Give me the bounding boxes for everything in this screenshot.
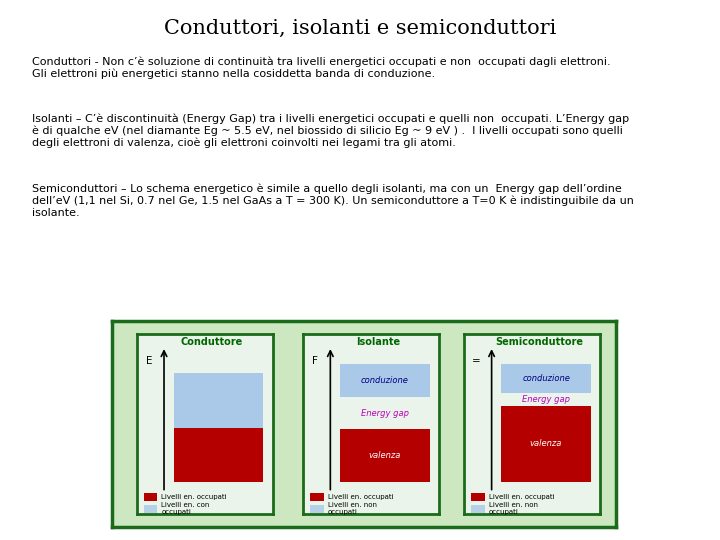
Text: F: F (312, 356, 318, 366)
Bar (310, 505, 323, 513)
Bar (471, 493, 485, 501)
Text: E: E (145, 356, 153, 366)
Text: Energy gap: Energy gap (522, 395, 570, 404)
Text: =: = (472, 356, 481, 366)
Text: Conduttore: Conduttore (181, 337, 243, 347)
Text: Isolante: Isolante (356, 337, 400, 347)
Bar (174, 373, 264, 428)
Text: conduzione: conduzione (522, 374, 570, 383)
Text: Livelli en. occupati: Livelli en. occupati (161, 494, 227, 500)
Bar (143, 493, 157, 501)
Bar (340, 364, 430, 397)
Bar (501, 364, 591, 393)
Bar (174, 428, 264, 482)
Text: Livelli en. non
occupati: Livelli en. non occupati (489, 502, 538, 515)
Bar (471, 505, 485, 513)
Text: Livelli en. con
occupati: Livelli en. con occupati (161, 502, 210, 515)
Text: conduzione: conduzione (361, 376, 409, 385)
Bar (143, 505, 157, 513)
Text: Livelli en. occupati: Livelli en. occupati (328, 494, 393, 500)
Text: Isolanti – C’è discontinuità (Energy Gap) tra i livelli energetici occupati e qu: Isolanti – C’è discontinuità (Energy Gap… (32, 113, 629, 148)
Text: valenza: valenza (369, 451, 401, 460)
Text: valenza: valenza (530, 439, 562, 448)
Text: Livelli en. occupati: Livelli en. occupati (489, 494, 554, 500)
Text: Energy gap: Energy gap (361, 409, 409, 417)
Text: Conduttori - Non c’è soluzione di continuità tra livelli energetici occupati e n: Conduttori - Non c’è soluzione di contin… (32, 57, 611, 79)
Text: Semiconduttori – Lo schema energetico è simile a quello degli isolanti, ma con u: Semiconduttori – Lo schema energetico è … (32, 184, 634, 218)
Bar (340, 429, 430, 482)
Bar (501, 406, 591, 482)
Text: Conduttori, isolanti e semiconduttori: Conduttori, isolanti e semiconduttori (164, 19, 556, 38)
Text: Livelli en. non
occupati: Livelli en. non occupati (328, 502, 377, 515)
Text: Semiconduttore: Semiconduttore (495, 337, 583, 347)
Bar (310, 493, 323, 501)
